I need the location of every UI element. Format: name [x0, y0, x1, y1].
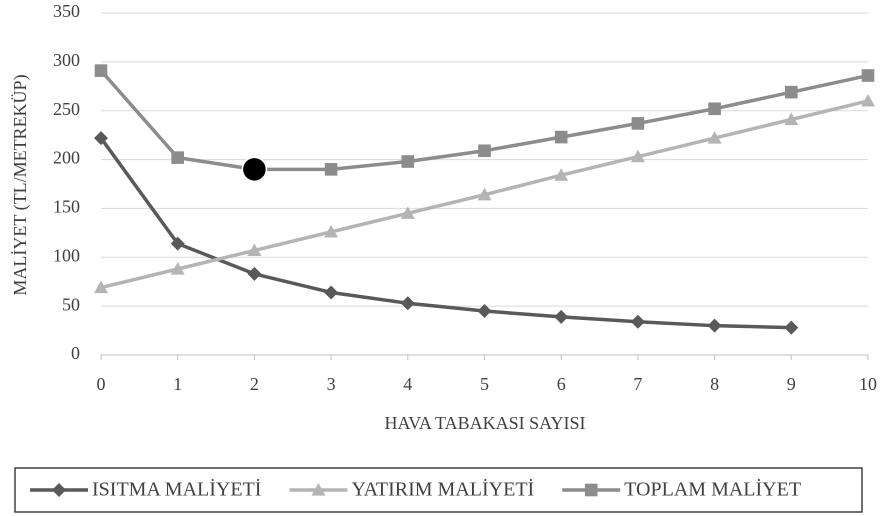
legend-marker — [52, 483, 66, 497]
x-tick-label: 3 — [327, 374, 336, 394]
x-tick-label: 4 — [403, 374, 412, 394]
data-point — [170, 236, 185, 251]
data-point — [554, 168, 569, 181]
legend-label: TOPLAM MALİYET — [624, 478, 801, 501]
legend-label: YATIRIM MALİYETİ — [351, 478, 534, 501]
y-tick-label: 350 — [53, 1, 80, 21]
data-point — [861, 93, 875, 107]
data-point — [324, 163, 338, 176]
x-tick-label: 5 — [480, 374, 489, 394]
data-point — [170, 262, 185, 275]
y-tick-label: 200 — [53, 148, 80, 168]
data-point — [630, 314, 645, 329]
data-point — [247, 266, 262, 281]
y-tick-label: 100 — [53, 245, 80, 265]
x-tick-label: 10 — [859, 374, 877, 394]
data-point — [400, 296, 415, 311]
data-point — [171, 151, 184, 164]
x-tick-label: 7 — [633, 374, 642, 394]
data-point — [401, 155, 415, 168]
x-tick-label: 8 — [710, 374, 719, 394]
data-point — [708, 102, 721, 116]
data-point — [324, 224, 339, 238]
x-axis-title: HAVA TABAKASI SAYISI — [385, 413, 586, 433]
x-tick-label: 0 — [97, 374, 106, 394]
data-point — [94, 280, 108, 294]
x-tick-label: 6 — [557, 374, 566, 394]
data-point — [631, 117, 645, 130]
data-point — [247, 243, 262, 257]
y-tick-label: 0 — [71, 343, 80, 363]
legend-label: ISITMA MALİYETİ — [92, 478, 261, 501]
highlight-point — [241, 156, 268, 183]
data-point — [94, 64, 108, 77]
data-point — [477, 304, 492, 319]
data-point — [785, 85, 798, 99]
data-point — [324, 285, 339, 300]
data-point — [477, 187, 492, 201]
data-point — [554, 130, 568, 144]
x-tick-label: 2 — [250, 374, 259, 394]
x-tick-label: 9 — [787, 374, 796, 394]
x-tick-label: 1 — [173, 374, 182, 394]
y-tick-label: 50 — [62, 294, 80, 314]
y-axis-title: MALİYET (TL/METREKÜP) — [10, 74, 31, 295]
series-line — [99, 137, 792, 330]
legend-marker — [311, 483, 326, 496]
data-point — [784, 320, 799, 335]
legend-marker — [584, 483, 598, 497]
legend-box — [14, 467, 863, 513]
data-point — [400, 206, 415, 219]
data-point — [478, 144, 491, 158]
data-point — [707, 131, 722, 144]
data-point — [784, 112, 799, 126]
y-tick-label: 150 — [53, 197, 80, 217]
data-point — [707, 318, 722, 333]
data-point — [554, 309, 569, 324]
y-tick-label: 250 — [53, 99, 80, 119]
data-point — [630, 149, 645, 163]
data-point — [94, 131, 108, 146]
y-tick-label: 300 — [53, 50, 80, 70]
data-point — [861, 69, 875, 82]
